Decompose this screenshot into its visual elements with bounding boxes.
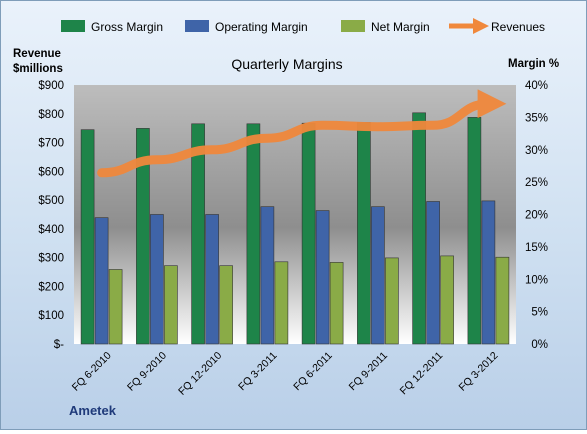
line-revenues — [97, 89, 507, 178]
bar-net-margin-3 — [219, 265, 233, 345]
bar-gross-margin-7 — [412, 112, 426, 345]
right-tick-label: 35% — [525, 112, 548, 124]
legend: Gross Margin Operating Margin Net Margin… — [61, 17, 545, 34]
company-label: Ametek — [69, 403, 117, 418]
left-tick-label: $200 — [38, 281, 64, 293]
category-label: FQ 3-2011 — [236, 350, 280, 394]
category-label: FQ 6-2010 — [70, 350, 114, 394]
right-tick-label: 10% — [525, 274, 548, 286]
left-axis-title-line2: $millions — [13, 63, 63, 75]
right-tick-label: 30% — [525, 145, 548, 157]
bar-net-margin-6 — [385, 257, 399, 345]
legend-swatch-operating-margin — [185, 20, 209, 32]
left-axis-title-line1: Revenue — [13, 48, 61, 60]
right-tick-label: 40% — [525, 80, 548, 92]
bar-gross-margin-6 — [357, 122, 371, 345]
bar-gross-margin-3 — [191, 123, 205, 345]
bar-net-margin-8 — [495, 256, 510, 345]
bar-operating-margin-3 — [205, 214, 219, 345]
right-tick-label: 15% — [525, 242, 548, 254]
legend-swatch-gross-margin — [61, 20, 85, 32]
legend-label-gross-margin: Gross Margin — [91, 20, 163, 34]
legend-label-net-margin: Net Margin — [371, 20, 430, 34]
category-label: FQ 3-2012 — [457, 350, 501, 394]
bar-gross-margin-1 — [80, 129, 95, 345]
bar-operating-margin-4 — [260, 206, 275, 345]
bar-operating-margin-5 — [315, 210, 330, 345]
bar-net-margin-5 — [329, 262, 344, 345]
bar-operating-margin-7 — [426, 201, 440, 345]
bar-operating-margin-1 — [94, 217, 109, 345]
bar-net-margin-4 — [274, 261, 289, 345]
category-label: FQ 12-2011 — [398, 350, 446, 398]
category-label: FQ 6-2011 — [291, 350, 335, 394]
left-tick-label: $600 — [38, 166, 64, 178]
right-tick-label: 5% — [531, 307, 548, 319]
bar-operating-margin-8 — [481, 200, 496, 345]
bar-net-margin-7 — [440, 255, 454, 345]
bar-operating-margin-6 — [371, 206, 385, 345]
bar-operating-margin-2 — [150, 214, 164, 345]
category-label: FQ 9-2011 — [347, 350, 391, 394]
legend-label-operating-margin: Operating Margin — [215, 20, 308, 34]
bar-gross-margin-8 — [467, 117, 482, 345]
left-tick-label: $900 — [38, 80, 64, 92]
left-tick-label: $500 — [38, 195, 64, 207]
left-tick-label: $- — [54, 339, 64, 351]
right-tick-label: 25% — [525, 177, 548, 189]
left-tick-label: $700 — [38, 138, 64, 150]
category-label: FQ 12-2010 — [176, 350, 224, 398]
left-tick-label: $300 — [38, 253, 64, 265]
chart-title: Quarterly Margins — [231, 56, 342, 72]
right-tick-label: 20% — [525, 210, 548, 222]
bar-net-margin-1 — [108, 269, 123, 345]
legend-swatch-net-margin — [341, 20, 365, 32]
left-tick-label: $800 — [38, 109, 64, 121]
bar-gross-margin-5 — [301, 122, 316, 345]
bar-gross-margin-2 — [136, 128, 150, 345]
left-tick-label: $400 — [38, 224, 64, 236]
right-tick-label: 0% — [531, 339, 548, 351]
bar-net-margin-2 — [164, 265, 178, 345]
bar-gross-margin-4 — [246, 123, 261, 345]
right-axis-title: Margin % — [508, 58, 559, 70]
legend-label-revenues: Revenues — [491, 20, 545, 34]
left-tick-label: $100 — [38, 310, 64, 322]
category-label: FQ 9-2010 — [125, 350, 169, 394]
